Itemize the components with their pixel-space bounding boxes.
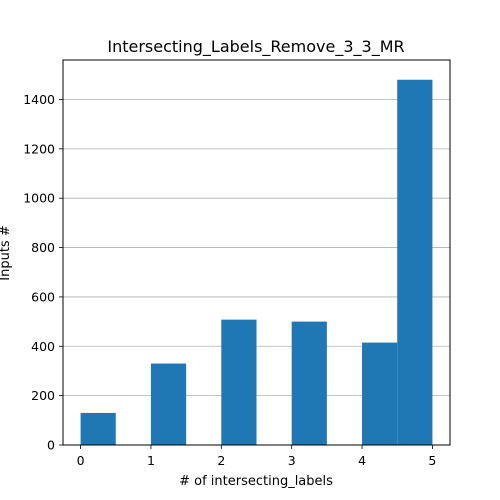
y-tick-label: 1400 [23,92,55,107]
x-tick-label: 3 [288,453,296,468]
x-axis-label: # of intersecting_labels [179,474,333,489]
y-axis-label: Inputs # [0,225,13,280]
x-axis-ticks: 0 1 2 3 4 5 [77,445,436,468]
plot-frame [62,59,451,446]
y-tick-label: 1000 [23,191,55,206]
y-tick-label: 0 [47,438,55,453]
y-tick-label: 1200 [23,141,55,156]
y-tick-label: 400 [31,339,55,354]
y-axis-ticks: 0 200 400 600 800 1000 1200 1400 [23,92,63,453]
x-tick-label: 0 [77,453,85,468]
histogram-bar [397,79,433,445]
histogram-bar [80,412,116,445]
x-tick-label: 5 [428,453,436,468]
histogram-bar [150,363,187,445]
x-tick-label: 2 [217,453,225,468]
chart-title: Intersecting_Labels_Remove_3_3_MR [107,37,404,57]
x-tick-label: 1 [147,453,155,468]
y-tick-label: 200 [31,388,55,403]
histogram-bar [291,321,327,445]
histogram-bar [362,342,398,445]
bars-group [80,79,433,445]
x-tick-label: 4 [358,453,366,468]
histogram-bar [221,319,257,445]
y-tick-label: 600 [31,289,55,304]
y-tick-label: 800 [31,240,55,255]
